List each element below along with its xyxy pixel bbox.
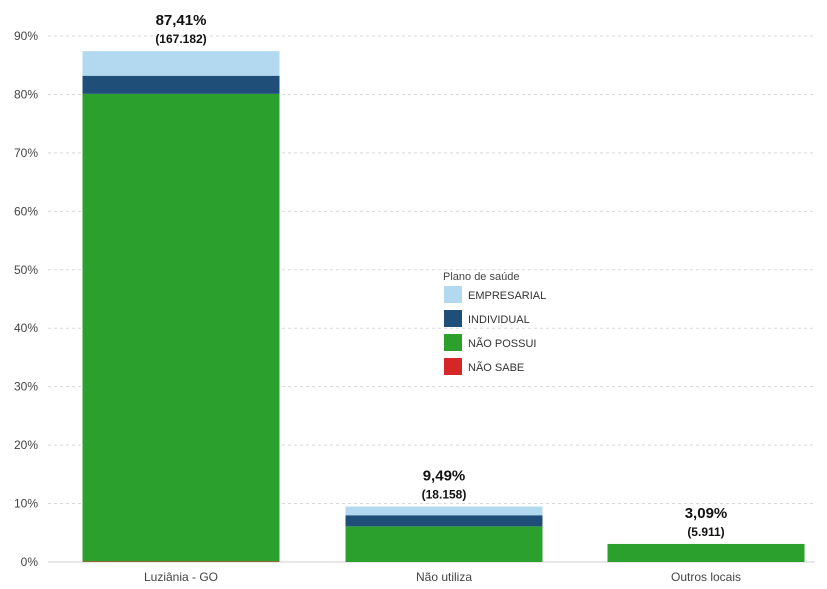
bar-segment <box>607 543 805 562</box>
legend-label: NÃO POSSUI <box>468 337 536 350</box>
legend-swatch <box>444 358 462 375</box>
bar-segment <box>82 93 280 562</box>
y-tick-label: 40% <box>14 321 38 335</box>
bar-segment <box>345 526 543 562</box>
y-tick-label: 70% <box>14 146 38 160</box>
bar-segment <box>82 561 280 562</box>
legend-swatch <box>444 286 462 303</box>
x-category-label: Luziânia - GO <box>144 570 218 584</box>
legend-swatch <box>444 310 462 327</box>
bar-total-percent-label: 3,09% <box>685 505 728 522</box>
legend-label: EMPRESARIAL <box>468 290 546 302</box>
bar-total-count-label: (5.911) <box>687 525 724 539</box>
label-layer: Luziânia - GO 87,41% (167.182) Não utiliza 9… <box>144 12 741 584</box>
bar-total-count-label: (167.182) <box>155 32 206 46</box>
y-tick-label: 20% <box>14 438 38 452</box>
legend: Plano de saúde EMPRESARIAL INDIVIDUAL NÃO … <box>443 271 546 375</box>
legend-label: INDIVIDUAL <box>468 314 530 326</box>
x-category-label: Não utiliza <box>416 570 472 584</box>
y-tick-label: 10% <box>14 497 38 511</box>
bar-layer <box>82 51 805 562</box>
bar-segment <box>82 51 280 76</box>
bar-total-percent-label: 9,49% <box>423 468 466 485</box>
y-tick-label: 50% <box>14 263 38 277</box>
bar-segment <box>345 515 543 527</box>
legend-label: NÃO SABE <box>468 361 524 374</box>
x-category-label: Outros locais <box>671 570 741 584</box>
bar-segment <box>82 75 280 94</box>
bar-total-count-label: (18.158) <box>422 488 467 502</box>
y-tick-label: 0% <box>21 555 39 569</box>
y-tick-label: 80% <box>14 87 38 101</box>
y-tick-label: 90% <box>14 29 38 43</box>
y-tick-label: 60% <box>14 204 38 218</box>
bar-segment <box>345 506 543 516</box>
legend-swatch <box>444 334 462 351</box>
legend-title: Plano de saúde <box>443 271 519 283</box>
bar-total-percent-label: 87,41% <box>156 12 207 29</box>
y-tick-label: 30% <box>14 380 38 394</box>
